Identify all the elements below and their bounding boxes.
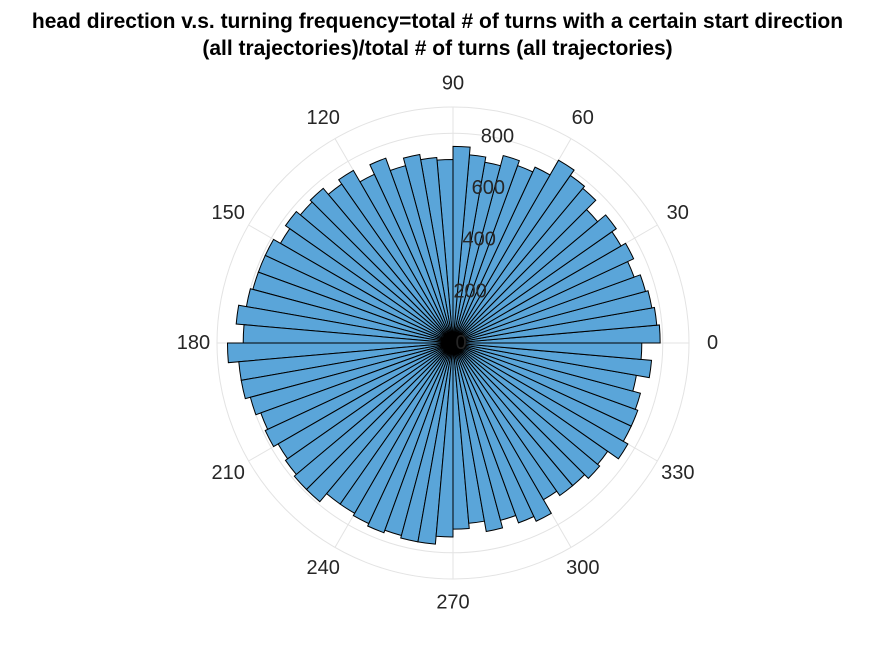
histogram-bar [235,304,454,344]
histogram-bar [452,145,471,344]
chart-title: head direction v.s. turning frequency=to… [0,8,875,62]
radial-tick-label: 200 [453,280,486,302]
histogram-bar [369,157,454,344]
angle-tick-label: 330 [661,462,694,484]
radial-tick-label: 0 [455,332,466,354]
histogram-bar [452,342,643,361]
angle-tick-label: 120 [307,107,340,129]
histogram-bar [452,342,639,427]
histogram-bar [452,159,575,344]
histogram-bar [452,342,629,460]
histogram-bars [226,145,661,545]
radial-tick-label: 600 [472,177,505,199]
histogram-bar [309,187,454,344]
angle-tick-label: 210 [212,462,245,484]
angle-tick-label: 30 [667,202,689,224]
chart-title-line-1: head direction v.s. turning frequency=to… [31,10,844,33]
histogram-bar [452,214,617,344]
histogram-bar [452,342,601,480]
histogram-bar [452,342,642,411]
angle-tick-label: 270 [436,592,469,614]
histogram-bar [284,210,454,344]
angle-tick-labels: 0 30 60 90 120 150 180 210 240 270 300 330 [177,72,718,613]
histogram-bar [452,166,551,344]
histogram-bar [264,342,454,448]
histogram-bar [452,342,653,379]
angle-tick-label: 60 [572,107,594,129]
radial-tick-labels: 0 200 400 600 800 [453,125,514,354]
histogram-bar [452,342,553,522]
angle-tick-label: 240 [307,557,340,579]
histogram-bar [452,154,521,344]
histogram-bar [367,342,454,534]
angle-tick-label: 90 [442,72,464,94]
angle-tick-label: 150 [212,202,245,224]
angle-tick-label: 0 [707,332,718,354]
histogram-bar [452,242,635,344]
radial-tick-label: 400 [463,229,496,251]
angle-tick-label: 300 [566,557,599,579]
histogram-bar [337,169,454,344]
histogram-bar [305,342,454,503]
histogram-bar [435,342,454,538]
radial-tick-label: 800 [481,125,514,147]
chart-title-line-2: (all trajectories)/total # of turns (all… [202,37,673,60]
radius-gridline [216,106,690,580]
angle-tick-label: 180 [177,332,210,354]
histogram-bar [417,342,454,545]
